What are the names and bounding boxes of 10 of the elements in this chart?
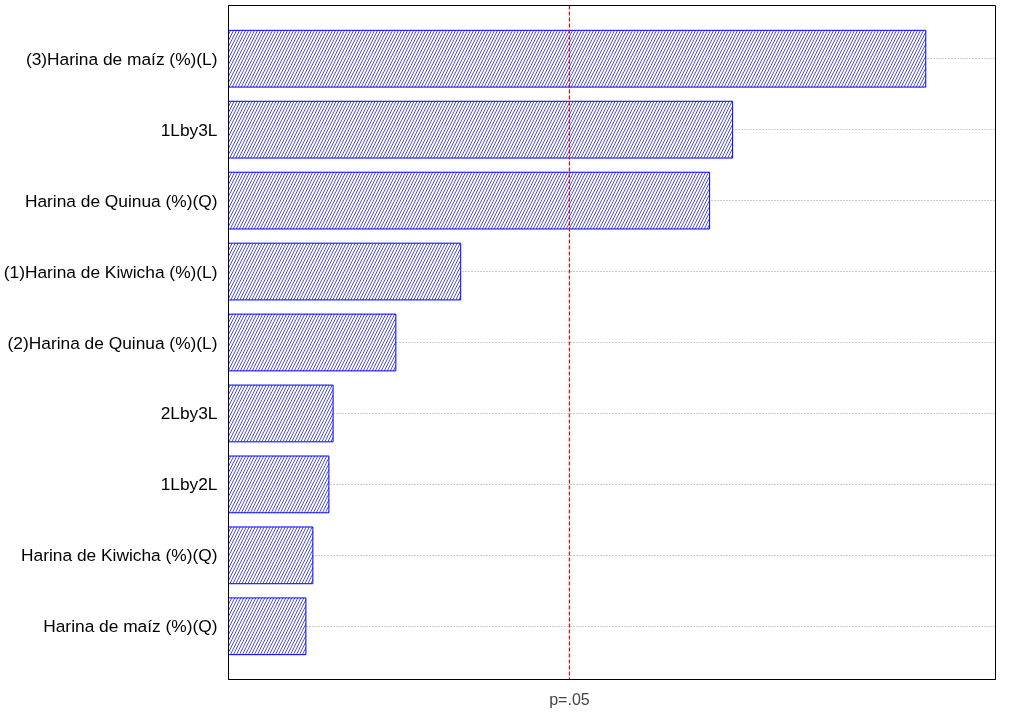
y-tick-label: (1)Harina de Kiwicha (%)(L) <box>3 261 218 282</box>
y-tick-label: (2)Harina de Quinua (%)(L) <box>7 332 218 353</box>
y-tick-label: 2Lby3L <box>160 403 218 424</box>
y-tick-label: Harina de maíz (%)(Q) <box>43 616 218 637</box>
ref-line-label: p=.05 <box>549 690 590 708</box>
y-tick-label: 1Lby3L <box>160 119 218 140</box>
y-tick-label: (3)Harina de maíz (%)(L) <box>25 48 218 69</box>
y-tick-label: Harina de Kiwicha (%)(Q) <box>21 545 218 566</box>
y-tick-label: Harina de Quinua (%)(Q) <box>24 190 218 211</box>
y-tick-label: 1Lby2L <box>160 474 218 495</box>
